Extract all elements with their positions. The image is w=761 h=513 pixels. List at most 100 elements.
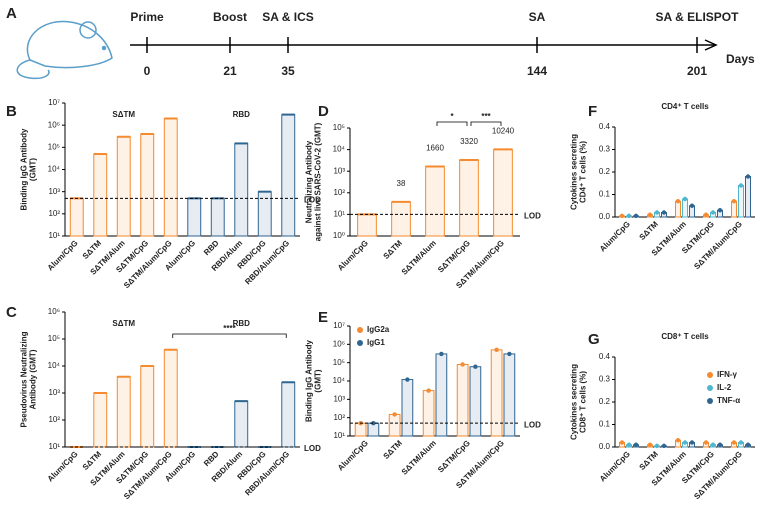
- mean-dot: [689, 440, 695, 445]
- bar: [93, 392, 108, 448]
- bar: [493, 148, 513, 237]
- y-tick-label: 0.0: [599, 442, 611, 451]
- event-day: 21: [223, 64, 237, 78]
- mean-dot: [717, 208, 723, 213]
- y-tick-label: 0.4: [599, 352, 611, 361]
- y-tick-label: 10²: [333, 413, 345, 422]
- chart-title: CD8⁺ T cells: [661, 332, 709, 341]
- event-name: Boost: [213, 10, 247, 24]
- mean-dot: [619, 213, 625, 219]
- value-label: 10240: [492, 126, 515, 135]
- y-tick-label: 10⁶: [48, 120, 60, 129]
- value-label: 1660: [426, 144, 444, 153]
- mean-dot: [675, 199, 681, 204]
- bar: [675, 200, 681, 218]
- lod-label: LOD: [524, 212, 541, 221]
- mean-dot: [460, 362, 465, 367]
- mean-dot: [661, 443, 667, 449]
- legend-swatch: [707, 398, 713, 404]
- y-tick-label: 10¹: [48, 231, 60, 240]
- bar: [391, 201, 411, 237]
- y-tick-label: 10¹: [333, 431, 345, 440]
- legend-label: IgG2a: [367, 325, 390, 334]
- y-axis-label: (GMT): [29, 158, 38, 181]
- bar: [281, 381, 296, 448]
- mean-dot: [703, 212, 709, 217]
- bar: [234, 142, 249, 237]
- x-tick-label: SΔTM: [382, 238, 405, 261]
- panel-label: B: [6, 103, 17, 120]
- mean-dot: [494, 347, 499, 353]
- y-tick-label: 10⁷: [333, 321, 345, 330]
- x-tick-label: SΔTM/CpG: [436, 439, 472, 475]
- mean-dot: [426, 388, 431, 393]
- bar: [469, 366, 482, 437]
- x-tick-label: SΔTM/CpG: [436, 239, 472, 275]
- bar: [116, 376, 131, 448]
- y-tick-label: 10⁷: [48, 98, 60, 107]
- panel-label: A: [6, 5, 17, 22]
- mean-dot: [745, 174, 751, 179]
- x-tick-label: Alum/CpG: [46, 239, 80, 273]
- y-tick-label: 10⁴: [48, 361, 61, 370]
- x-tick-label: Alum/CpG: [598, 450, 632, 484]
- lod-label: LOD: [304, 195, 321, 204]
- mean-dot: [654, 443, 660, 449]
- x-tick-label: SΔTM: [382, 438, 405, 461]
- y-tick-label: 10⁶: [333, 339, 345, 348]
- x-tick-label: SΔTM/Alum: [400, 439, 438, 477]
- lod-label: LOD: [304, 444, 321, 453]
- event-day: 201: [687, 64, 707, 78]
- group-label: SΔTM: [112, 319, 135, 328]
- bar: [281, 114, 296, 237]
- mean-dot: [405, 377, 410, 382]
- chart-title: CD4⁺ T cells: [661, 102, 709, 111]
- bar: [745, 176, 751, 218]
- bar: [163, 349, 178, 448]
- mean-dot: [689, 203, 695, 208]
- y-tick-label: 10³: [333, 166, 345, 175]
- y-tick-label: 10⁰: [333, 231, 345, 240]
- bar: [69, 197, 84, 237]
- y-axis-label: Pseudovirus Neutralizing: [20, 331, 29, 427]
- bar: [210, 197, 225, 237]
- mean-dot: [647, 212, 653, 217]
- y-axis-label: Antibody (GMT): [29, 349, 38, 409]
- legend-label: IgG1: [367, 338, 385, 347]
- mean-dot: [745, 442, 751, 447]
- value-label: 38: [397, 179, 406, 188]
- y-tick-label: 10¹: [48, 442, 60, 451]
- y-tick-label: 0.4: [599, 122, 611, 131]
- y-tick-label: 0.0: [599, 212, 611, 221]
- y-tick-label: 10²: [333, 188, 345, 197]
- y-tick-label: 0.1: [599, 190, 611, 199]
- mean-dot: [675, 438, 681, 443]
- x-tick-label: SΔTM: [638, 219, 661, 242]
- mean-dot: [473, 364, 478, 369]
- legend-label: TNF-α: [717, 396, 740, 405]
- significance-bracket: [172, 333, 287, 338]
- y-tick-label: 10³: [333, 394, 345, 403]
- timeline-unit: Days: [726, 52, 755, 66]
- y-axis-label: CD4⁺ T cells (%): [579, 141, 588, 203]
- legend-swatch: [707, 372, 713, 378]
- event-name: SA & ELISPOT: [656, 10, 740, 24]
- y-tick-label: 10⁴: [333, 145, 346, 154]
- y-tick-label: 10⁴: [333, 376, 346, 385]
- y-tick-label: 0.3: [599, 145, 611, 154]
- mouse-icon: [16, 20, 113, 80]
- mean-dot: [626, 213, 632, 219]
- bar: [435, 353, 448, 437]
- bar: [422, 390, 435, 437]
- event-day: 144: [527, 64, 547, 78]
- bar: [187, 197, 202, 237]
- mean-dot: [647, 442, 653, 447]
- mean-dot: [731, 199, 737, 204]
- bar: [116, 136, 131, 237]
- y-tick-label: 10⁵: [333, 358, 345, 367]
- mean-dot: [507, 351, 512, 357]
- y-axis-label: Binding IgG Antibody: [20, 128, 29, 210]
- panel-label: D: [318, 103, 329, 120]
- mean-dot: [682, 440, 688, 445]
- group-label: RBD: [233, 110, 251, 119]
